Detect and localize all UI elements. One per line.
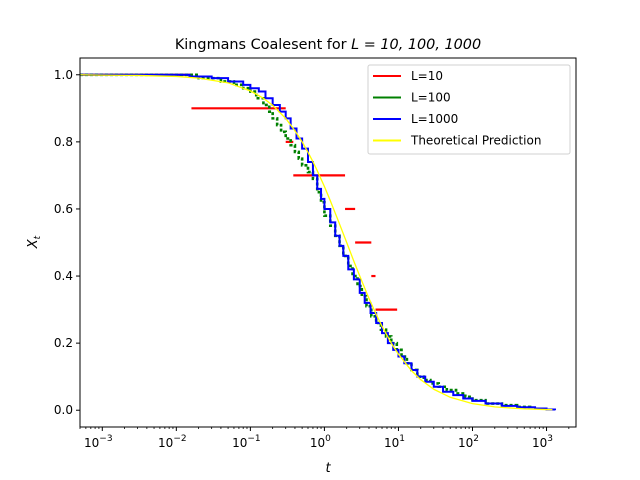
legend-label: L=1000: [411, 112, 458, 126]
axes-frame: [79, 57, 577, 428]
x-tick-label: 102: [458, 434, 479, 450]
legend-label: L=10: [411, 69, 443, 83]
x-axis-label: t: [325, 461, 331, 476]
legend: L=10 L=100 L=1000 Theoretical Prediction: [367, 64, 571, 155]
legend-label: Theoretical Prediction: [410, 134, 541, 148]
plot-area: [80, 73, 556, 411]
y-tick-label: 1.0: [54, 68, 73, 82]
legend-label: L=100: [411, 91, 451, 105]
y-tick-label: 0.4: [54, 269, 73, 283]
x-tick-label: 103: [532, 434, 553, 450]
legend-frame: [367, 64, 571, 155]
x-axis: 10−3 10−2 10−1 100 101 102 103: [79, 427, 570, 450]
y-axis-label: Xt: [26, 235, 43, 249]
x-tick-label: 100: [310, 434, 331, 450]
y-tick-label: 0.0: [54, 403, 73, 417]
y-tick-label: 0.2: [54, 336, 73, 350]
y-tick-label: 0.8: [54, 135, 73, 149]
y-axis: 0.0 0.2 0.4 0.6 0.8 1.0: [54, 68, 80, 417]
x-tick-label: 101: [384, 434, 405, 450]
x-tick-label: 10−1: [232, 434, 261, 450]
series-line-theoretical-prediction: [80, 74, 553, 411]
x-tick-label: 10−3: [84, 434, 113, 450]
chart-title: Kingmans Coalesent for L = 10, 100, 1000: [175, 37, 481, 53]
series-layer: [80, 73, 556, 411]
x-tick-label: 10−2: [158, 434, 187, 450]
series-line-l-1000: [80, 73, 556, 411]
y-tick-label: 0.6: [54, 202, 73, 216]
